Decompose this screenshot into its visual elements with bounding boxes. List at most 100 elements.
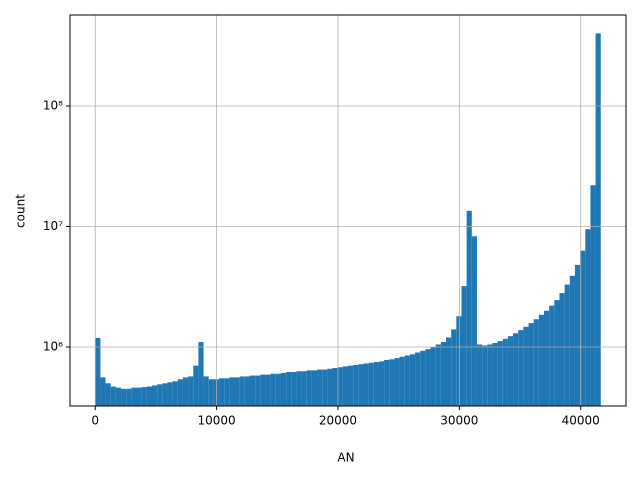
bar <box>280 372 287 406</box>
bar <box>322 369 328 406</box>
x-axis-label: AN <box>337 451 354 465</box>
bar <box>466 210 472 406</box>
x-tick-label: 30000 <box>440 414 478 428</box>
bar <box>244 376 250 406</box>
bar <box>234 377 240 406</box>
bar <box>332 367 338 406</box>
bar <box>585 229 591 406</box>
bar <box>528 323 534 406</box>
bar <box>301 371 307 406</box>
bar <box>384 360 390 406</box>
bar <box>146 386 152 406</box>
bar <box>342 366 348 406</box>
x-tick-label: 10000 <box>198 414 236 428</box>
bar <box>544 310 550 406</box>
y-tick-label: 10⁸ <box>43 98 63 112</box>
bar <box>157 384 163 406</box>
bar <box>564 284 570 406</box>
bar <box>446 337 452 406</box>
bar <box>126 388 132 406</box>
bar <box>100 377 106 406</box>
bar <box>399 356 405 406</box>
bar <box>317 369 323 406</box>
bar <box>440 342 447 406</box>
bar <box>471 236 477 406</box>
bar <box>115 387 122 406</box>
y-tick-label: 10⁷ <box>43 219 63 233</box>
bar <box>497 341 503 406</box>
bar <box>456 316 462 406</box>
bar <box>131 387 137 406</box>
bar <box>208 379 214 406</box>
bar <box>461 286 467 406</box>
bar <box>487 344 493 406</box>
bar <box>420 350 426 406</box>
bar <box>255 375 261 406</box>
bar <box>249 375 256 406</box>
bar <box>533 319 539 406</box>
bar <box>415 352 421 406</box>
y-tick-label: 10⁶ <box>43 340 63 354</box>
bar <box>224 378 230 406</box>
bar <box>291 372 297 406</box>
bar <box>177 379 183 406</box>
bar <box>286 372 292 406</box>
bar <box>363 363 369 406</box>
bar <box>559 293 565 406</box>
bar <box>404 355 410 406</box>
x-tick-label: 40000 <box>562 414 600 428</box>
bar <box>136 387 142 406</box>
bar <box>167 382 173 406</box>
bar <box>265 374 271 406</box>
bar <box>590 185 596 406</box>
bar <box>538 314 545 406</box>
bar <box>260 374 266 406</box>
x-tick-label: 20000 <box>319 414 357 428</box>
bar <box>502 338 508 406</box>
bar <box>348 365 354 406</box>
bar <box>275 373 281 406</box>
bar <box>337 367 343 406</box>
bar <box>141 387 147 406</box>
bar <box>188 376 194 406</box>
bar <box>554 300 560 406</box>
bar <box>430 347 436 406</box>
bar <box>162 383 168 406</box>
bar <box>296 371 302 406</box>
bar <box>193 365 199 406</box>
bar <box>239 376 245 406</box>
bar <box>476 344 483 406</box>
bar <box>172 381 178 406</box>
bar <box>151 385 158 406</box>
bar <box>451 329 457 406</box>
bar <box>569 275 575 406</box>
bar <box>353 364 359 406</box>
bar <box>513 333 519 406</box>
bar <box>523 326 529 406</box>
bar <box>435 344 441 406</box>
bar <box>110 386 116 406</box>
bar <box>311 370 318 406</box>
bar <box>425 349 431 406</box>
bar <box>270 373 276 406</box>
plot-frame <box>69 14 627 407</box>
bar <box>121 388 127 406</box>
bar <box>219 378 225 406</box>
bar <box>482 345 488 406</box>
bar <box>105 383 111 406</box>
bar <box>507 336 514 406</box>
bar <box>373 362 379 406</box>
bar <box>203 376 209 406</box>
x-tick-label: 0 <box>91 414 99 428</box>
bar <box>358 364 364 406</box>
bar <box>378 361 385 406</box>
bar <box>580 250 586 406</box>
bar <box>327 368 333 406</box>
bar <box>492 342 498 406</box>
bar <box>368 362 374 406</box>
y-axis-label: count <box>14 194 28 228</box>
bar <box>394 358 400 406</box>
bar <box>95 337 101 406</box>
bar <box>389 359 395 406</box>
